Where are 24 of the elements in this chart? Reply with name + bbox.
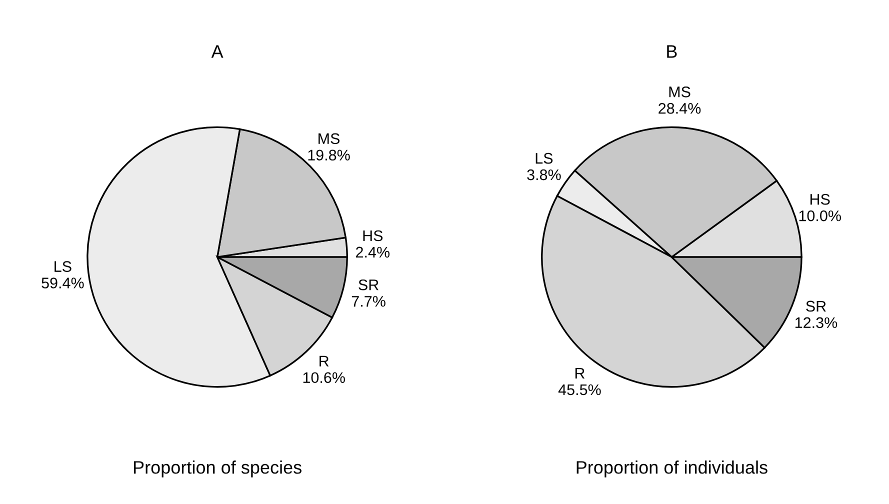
slice-label: SR	[806, 300, 826, 312]
data-label: 2.4%	[356, 246, 390, 258]
chart-title: A	[211, 45, 224, 58]
slice-label: MS	[318, 133, 340, 144]
slice-label: HS	[810, 194, 830, 205]
slice-label: LS	[54, 261, 72, 272]
chart-title: B	[667, 45, 677, 58]
data-label: 59.4%	[42, 278, 84, 288]
text: Proportion of individuals	[576, 460, 768, 478]
slice-label: HS	[363, 230, 383, 242]
slice-label: R	[320, 356, 329, 366]
data-label: 19.8%	[308, 150, 350, 161]
data-label: 3.8%	[527, 169, 561, 180]
data-label: 45.5%	[558, 384, 601, 396]
data-label: 7.7%	[352, 296, 386, 307]
slice-label: R	[575, 368, 585, 379]
data-label: 28.4%	[658, 102, 701, 114]
slice-label: MS	[669, 86, 690, 98]
slice-label: SR	[358, 279, 378, 290]
data-label: 10.0%	[799, 210, 841, 222]
data-label: 12.3%	[795, 317, 838, 328]
text: Proportion of species	[134, 460, 302, 478]
slice-label: LS	[536, 152, 553, 164]
data-label: 10.6%	[303, 372, 345, 384]
